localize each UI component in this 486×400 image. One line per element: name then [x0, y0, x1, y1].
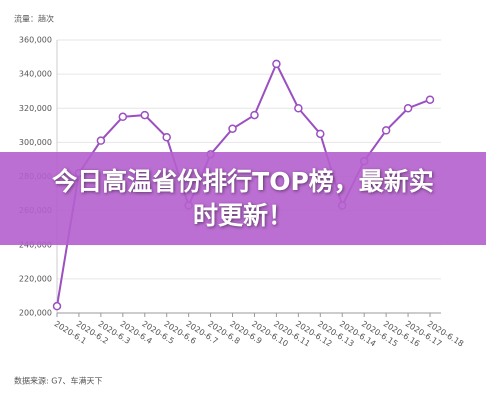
y-tick-label: 300,000: [19, 138, 52, 147]
data-point: [250, 110, 259, 120]
y-tick-label: 360,000: [19, 36, 52, 45]
data-point: [403, 104, 413, 113]
data-point: [52, 301, 62, 311]
data-point: [381, 126, 391, 135]
data-point: [425, 95, 435, 104]
data-point: [294, 104, 303, 113]
data-point: [96, 136, 106, 145]
data-point: [140, 110, 150, 120]
y-tick-label: 340,000: [19, 70, 52, 79]
data-point: [272, 59, 281, 69]
data-point: [162, 133, 171, 142]
y-tick-label: 200,000: [19, 309, 52, 318]
y-tick-label: 320,000: [19, 104, 52, 113]
data-point: [316, 129, 325, 139]
banner-text: 今日高温省份排行TOP榜，最新实时更新！: [52, 166, 434, 230]
data-point: [118, 112, 128, 122]
y-tick-label: 220,000: [19, 274, 52, 283]
source: 数据来源: G7、车满天下: [14, 376, 103, 386]
data-point: [228, 124, 237, 133]
y-axis-label: 流量：趟次: [14, 14, 54, 24]
banner: 今日高温省份排行TOP榜，最新实时更新！: [0, 152, 486, 245]
